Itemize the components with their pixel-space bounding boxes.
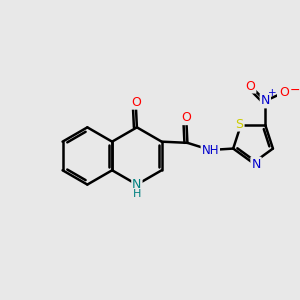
Text: O: O [279,86,289,99]
Text: S: S [236,118,244,130]
Text: N: N [132,178,142,191]
Text: N: N [261,94,270,107]
Text: O: O [131,96,141,109]
Text: NH: NH [202,143,219,157]
Text: −: − [290,83,300,96]
Text: O: O [181,111,191,124]
Text: N: N [251,158,261,171]
Text: O: O [245,80,255,92]
Text: +: + [268,88,277,98]
Text: H: H [133,188,141,199]
